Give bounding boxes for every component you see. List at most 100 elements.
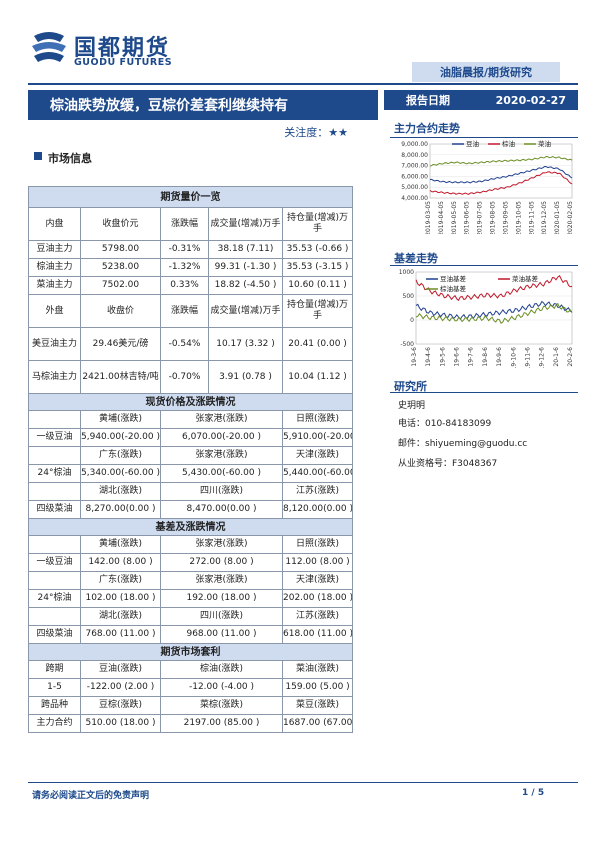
table-cell: 张家港(涨跌): [160, 571, 283, 590]
table-cell: 张家港(涨跌): [160, 535, 283, 554]
row-label: 一级豆油: [28, 553, 81, 572]
x-tick-label: 2019-07-05: [477, 201, 484, 234]
y-tick-label: -500: [400, 341, 414, 348]
section-divider: [390, 265, 578, 266]
footer-divider: [28, 782, 578, 783]
phone-text: 电话：010-84183099: [398, 419, 492, 429]
table-cell: 10.17 (3.32 ): [208, 327, 283, 361]
attention-level: 关注度：★★: [230, 124, 348, 140]
header-divider: [28, 83, 578, 85]
legend-label: 棕油: [502, 139, 515, 148]
table-cell: 5238.00: [80, 258, 161, 277]
institute-title: 研究所: [394, 380, 427, 393]
table-row: 湖北(涨跌) 四川(涨跌) 江苏(涨跌): [28, 482, 354, 501]
table-cell: 黄埔(涨跌): [80, 410, 161, 429]
table-cell: 618.00 (11.00 ): [281, 625, 354, 644]
table-cell: 天津(涨跌): [281, 446, 354, 465]
row-label: [28, 446, 81, 465]
row-label: 棕油主力: [28, 258, 81, 277]
report-date-value: 2020-02-27: [495, 93, 566, 107]
arbitrage-table-body: 跨期 豆油(涨跌) 棕油(涨跌) 菜油(涨跌) 1-5 -122.00 (2.00 ) -1…: [28, 660, 354, 733]
plot-area: [429, 143, 573, 199]
legend-label: 菜油: [538, 139, 551, 148]
y-tick-label: 7,000.00: [401, 163, 428, 170]
table-cell: 湖北(涨跌): [80, 482, 161, 501]
market-table: 期货量价一览 内盘 收盘价元 涨跌幅 成交量(增减)万手 持仓量(增减)万手 豆…: [27, 186, 354, 733]
row-label: [28, 607, 81, 626]
table-cell: 142.00 (8.00 ): [80, 553, 161, 572]
logo-text-en: GUODU FUTURES: [74, 57, 173, 68]
series-line: [429, 171, 573, 195]
row-label: 跨期: [28, 660, 81, 679]
table-cell: 768.00 (11.00 ): [80, 625, 161, 644]
row-label: 菜油主力: [28, 276, 81, 295]
y-tick-label: 8,000.00: [401, 152, 428, 159]
table-cell: 5798.00: [80, 240, 161, 259]
table-cell: 豆油(涨跌): [80, 660, 161, 679]
table-cell: 2421.00林吉特/吨: [80, 360, 161, 394]
table-header: 收盘价元: [80, 207, 161, 241]
table-cell: 10.60 (0.11 ): [281, 276, 354, 295]
futures-overview-title: 期货量价一览: [27, 186, 354, 208]
row-label: [28, 410, 81, 429]
section-divider: [390, 392, 578, 393]
table-cell: 张家港(涨跌): [160, 410, 283, 429]
x-tick-label: 2019-03-05: [425, 201, 432, 234]
series-line: [429, 155, 573, 167]
table-row: 四级菜油 768.00 (11.00 ) 968.00 (11.00 ) 618.00…: [28, 625, 354, 644]
table-row: 24°棕油 102.00 (18.00 ) 192.00 (18.00 ) 202.0…: [28, 589, 354, 608]
table-row: 湖北(涨跌) 四川(涨跌) 江苏(涨跌): [28, 607, 354, 626]
series-line: [415, 275, 573, 302]
table-row: 一级豆油 142.00 (8.00 ) 272.00 (8.00 ) 112.00 (…: [28, 553, 354, 572]
researcher-name: 史玥明: [398, 401, 426, 411]
y-tick-label: 4,000.00: [401, 195, 428, 202]
row-label: 美豆油主力: [28, 327, 81, 361]
table-cell: 968.00 (11.00 ): [160, 625, 283, 644]
table-cell: 张家港(涨跌): [160, 446, 283, 465]
table-cell: 天津(涨跌): [281, 571, 354, 590]
table-header: 成交量(增减)万手: [208, 294, 283, 328]
table-cell: 黄埔(涨跌): [80, 535, 161, 554]
table-cell: 广东(涨跌): [80, 446, 161, 465]
basis-title: 基差及涨跌情况: [27, 518, 354, 536]
section-divider: [390, 137, 578, 138]
arbitrage-title: 期货市场套利: [27, 643, 354, 661]
y-tick-label: 1000: [399, 269, 414, 276]
row-label: [28, 535, 81, 554]
x-tick-label: 2019-11-05: [528, 201, 535, 234]
table-cell: 192.00 (18.00 ): [160, 589, 283, 608]
row-label: [28, 571, 81, 590]
y-tick-label: 500: [403, 293, 415, 300]
table-cell: 7502.00: [80, 276, 161, 295]
table-header: 涨跌幅: [160, 207, 209, 241]
table-cell: 2197.00 (85.00 ): [160, 714, 283, 733]
table-row: 马棕油主力 2421.00林吉特/吨 -0.70% 3.91 (0.78 ) 1…: [28, 360, 354, 394]
row-label: 24°棕油: [28, 589, 81, 608]
table-cell: 35.53 (-0.66 ): [281, 240, 354, 259]
basis-trend-chart: -500 0 500 1000 19-3-6 19-4-6 19-5-6 19-6-6 19-7…: [399, 269, 574, 368]
x-tick-label: 19-4-6: [425, 347, 432, 367]
report-title: 棕油跌势放缓，豆棕价差套利继续持有: [28, 90, 378, 120]
table-cell: 菜棕(涨跌): [160, 696, 283, 715]
table-cell: 6,070.00(-20.00 ): [160, 428, 283, 447]
table-row: 广东(涨跌) 张家港(涨跌) 天津(涨跌): [28, 446, 354, 465]
table-row: 棕油主力 5238.00 -1.32% 99.31 (-1.30 ) 35.53…: [28, 258, 354, 277]
row-label: [28, 482, 81, 501]
table-cell: 菜油(涨跌): [281, 660, 354, 679]
series-line: [415, 300, 573, 321]
legend-label: 豆油基差: [440, 274, 467, 283]
table-cell: 广东(涨跌): [80, 571, 161, 590]
table-cell: 5,340.00(-60.00 ): [80, 464, 161, 483]
x-tick-label: 19-11-6: [524, 347, 531, 368]
email-text: 邮件：shiyueming@guodu.cc: [398, 439, 528, 449]
row-label: 主力合约: [28, 714, 81, 733]
market-info-title: 市场信息: [48, 152, 92, 165]
x-tick-label: 20-1-6: [553, 347, 560, 367]
x-tick-label: 19-6-6: [454, 347, 461, 367]
x-tick-label: 19-10-6: [510, 347, 517, 368]
table-cell: -0.70%: [160, 360, 209, 394]
table-cell: 99.31 (-1.30 ): [208, 258, 283, 277]
table-header: 持仓量(增减)万手: [281, 294, 354, 328]
license-text: 从业资格号：F3048367: [398, 459, 498, 469]
x-tick-label: 19-12-6: [539, 347, 546, 368]
